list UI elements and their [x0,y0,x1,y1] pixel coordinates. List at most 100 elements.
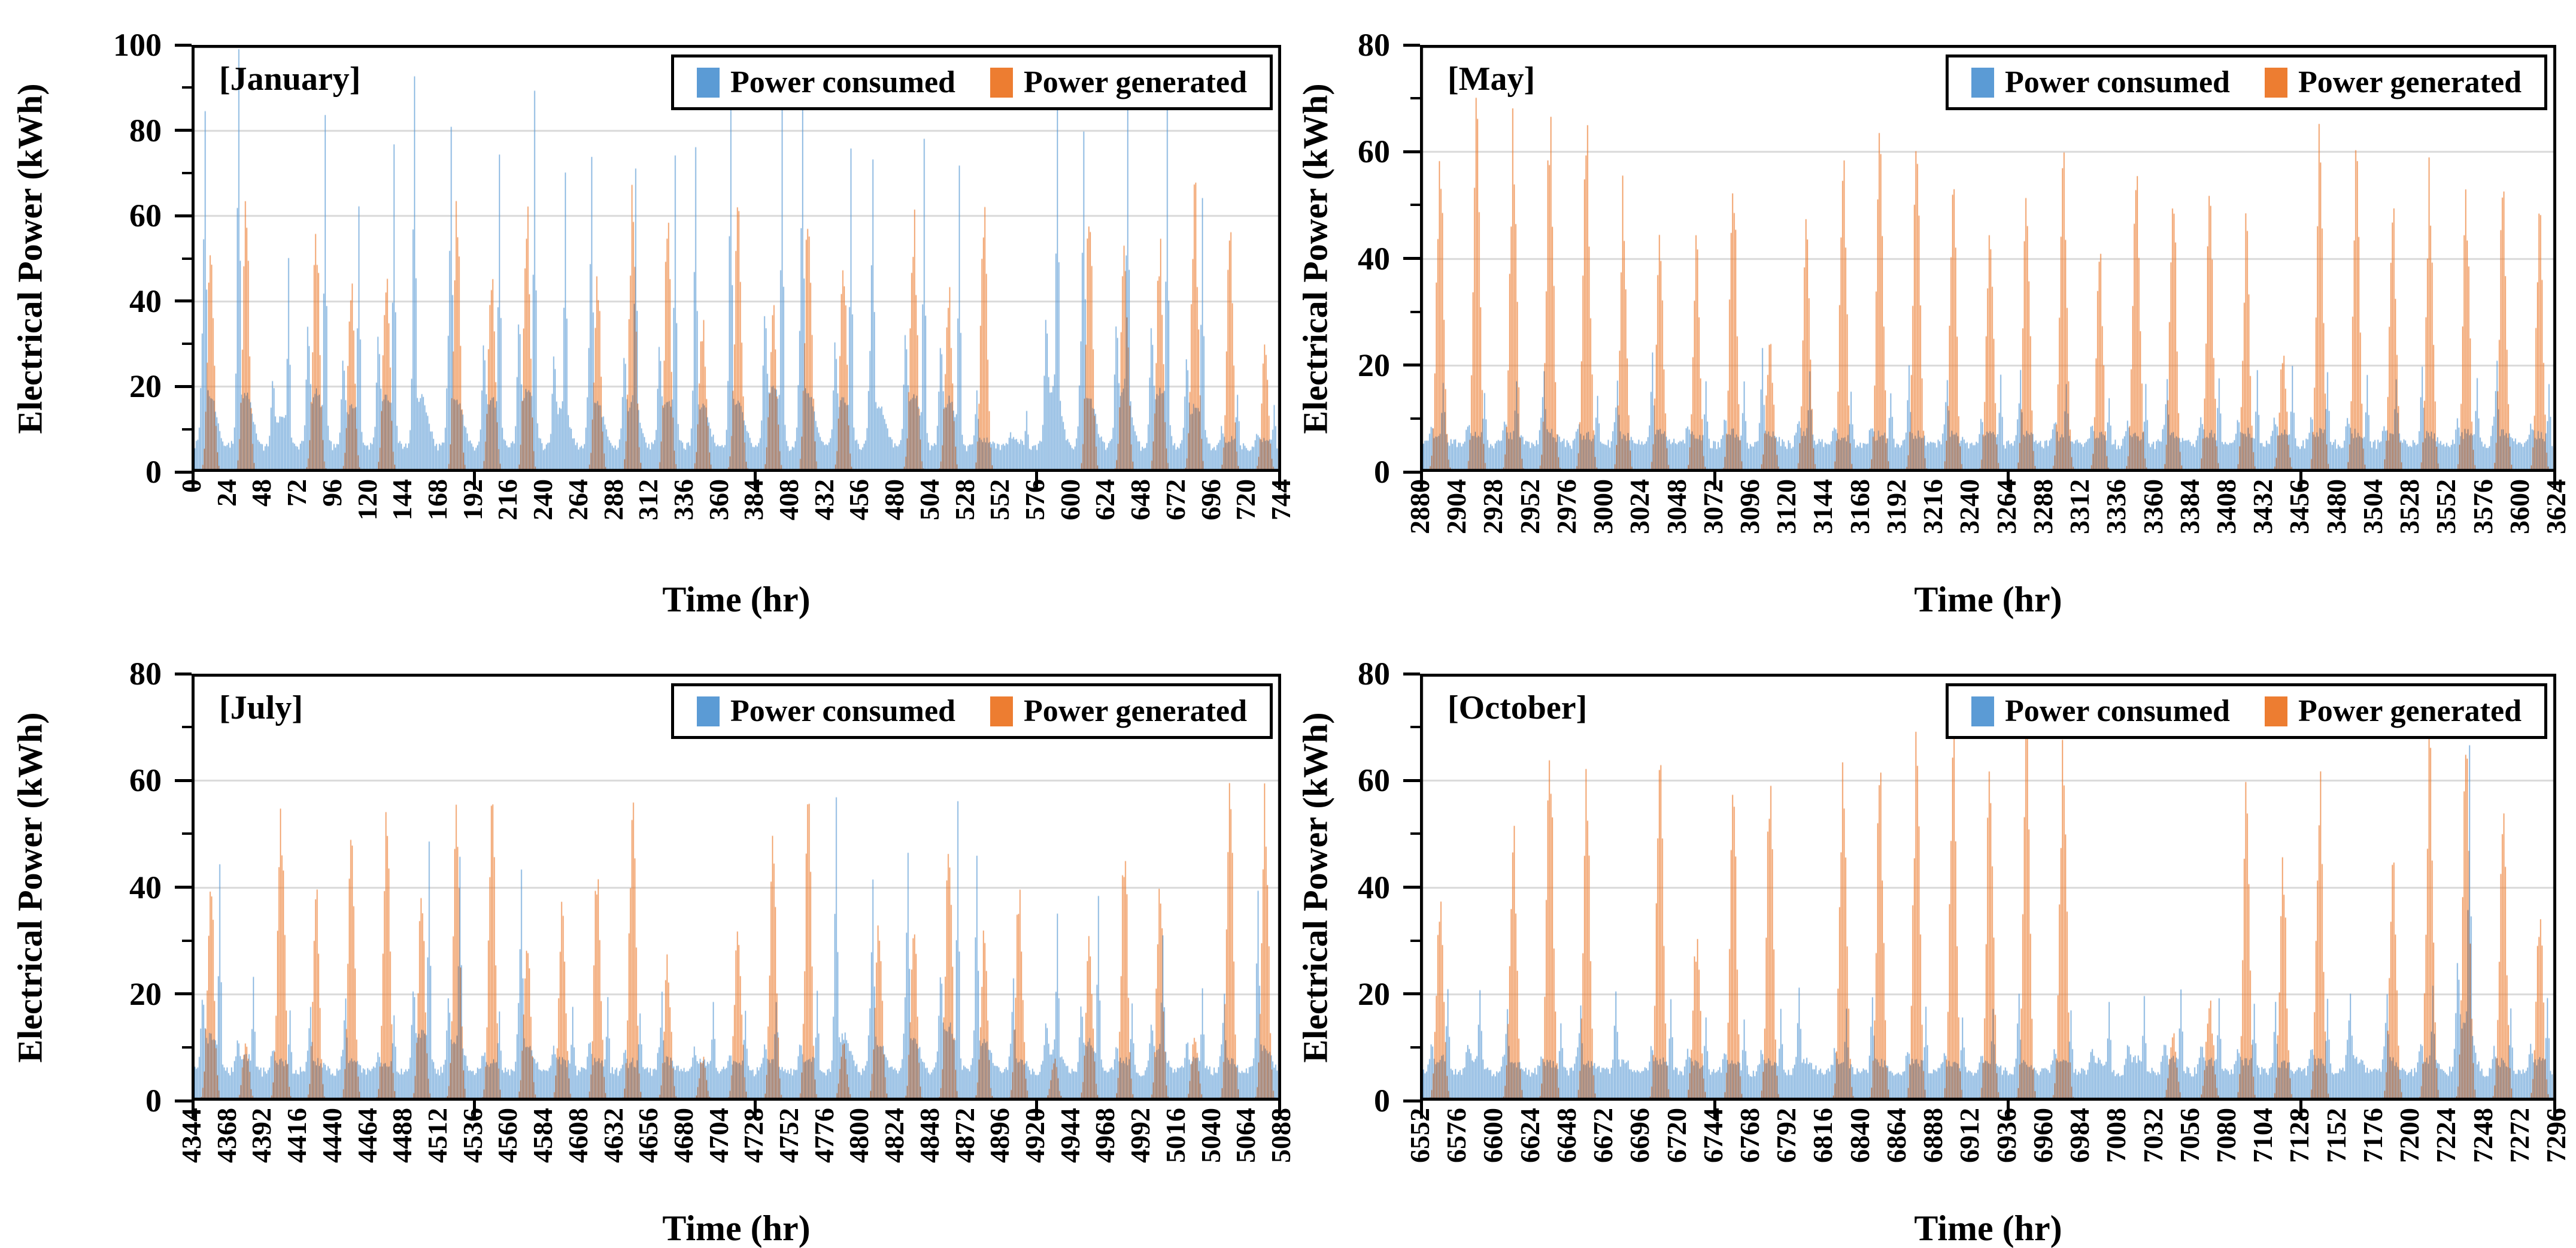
x-tick-label: 576 [1020,479,1051,520]
chart-panel-july: Electrical Power (kWh) 0 20 40 60 80 [July] Pow… [0,623,1296,1248]
x-tick-label: 3144 [1807,479,1838,534]
x-major-tick [2553,472,2556,490]
x-tick-label: 264 [562,479,593,520]
x-tick-label: 3000 [1588,479,1619,534]
y-tick-label: 60 [1358,762,1390,799]
x-tick-label: 3384 [2174,479,2205,534]
x-major-tick [2299,1101,2303,1119]
x-tick-label: 3096 [1734,479,1765,534]
x-tick-label: 360 [703,479,734,520]
y-major-tick [1403,364,1420,367]
y-major-tick [175,672,192,676]
y-minor-tick [1410,417,1420,420]
y-tick-label: 80 [1358,27,1390,63]
x-tick-label: 4968 [1090,1108,1121,1163]
x-tick-label: 6552 [1404,1108,1435,1163]
y-minor-tick [1410,204,1420,207]
x-major-tick [1278,472,1281,490]
x-tick-label: 504 [914,479,945,520]
x-tick-label: 432 [808,479,839,520]
plot-area [192,674,1281,1101]
x-tick-label: 4776 [808,1108,839,1163]
y-minor-tick [1410,832,1420,835]
x-tick-label: 7032 [2137,1108,2168,1163]
x-major-tick [472,1101,476,1119]
x-tick-label: 4512 [421,1108,453,1163]
x-tick-label: 3576 [2467,479,2498,534]
x-tick-label: 4440 [316,1108,347,1163]
legend: Power consumed Power generated [670,54,1273,110]
x-tick-label: 96 [316,479,347,507]
legend-swatch-consumed-icon [1971,67,1994,98]
x-tick-label: 696 [1195,479,1226,520]
x-tick-label: 3600 [2504,479,2535,534]
x-tick-label: 6600 [1477,1108,1509,1163]
x-major-tick [1713,1101,1716,1119]
plot-area [192,45,1281,472]
x-tick-label: 336 [667,479,699,520]
x-tick-label: 6744 [1697,1108,1728,1163]
y-tick-label: 80 [1358,656,1390,692]
chart-title: [October] [1448,689,1588,726]
x-tick-label: 6792 [1771,1108,1802,1163]
y-tick-label: 60 [129,762,162,799]
y-tick-label: 40 [1358,869,1390,905]
x-tick-label: 456 [844,479,875,520]
x-tick-label: 312 [633,479,664,520]
bars-canvas [192,45,1281,472]
y-tick-label: 0 [145,1083,162,1119]
x-tick-label: 3240 [1954,479,1985,534]
x-tick-label: 3192 [1880,479,1911,534]
legend-swatch-generated-icon [990,67,1013,98]
x-tick-label: 3408 [2210,479,2241,534]
y-tick-label: 20 [129,976,162,1012]
x-axis-title: Time (hr) [662,1208,811,1248]
x-tick-label: 4944 [1054,1108,1085,1163]
x-major-tick [754,472,757,490]
y-minor-tick [1410,1046,1420,1049]
y-tick-label: 100 [113,27,162,63]
legend-swatch-consumed-icon [696,67,720,98]
x-tick-label: 7176 [2357,1108,2388,1163]
x-tick-label: 3432 [2247,479,2278,534]
x-tick-label: 6720 [1661,1108,1692,1163]
legend-label-generated: Power generated [1023,65,1247,99]
legend: Power consumed Power generated [670,683,1273,739]
x-tick-label: 3048 [1661,479,1692,534]
y-major-tick [1403,150,1420,153]
x-tick-label: 480 [879,479,910,520]
y-tick-label: 20 [129,368,162,405]
chart-panel-may: Electrical Power (kWh) 0 20 40 60 80 [May] Powe… [1288,0,2575,623]
y-major-tick [1403,470,1420,474]
x-tick-label: 7008 [2101,1108,2132,1163]
x-tick-label: 2976 [1551,479,1582,534]
y-tick-label: 80 [129,656,162,692]
x-major-tick [472,472,476,490]
x-tick-label: 552 [984,479,1015,520]
chart-panel-october: Electrical Power (kWh) 0 20 40 60 80 [October]… [1288,623,2575,1248]
x-tick-label: 4848 [914,1108,945,1163]
x-tick-label: 3480 [2320,479,2352,534]
x-tick-label: 3072 [1697,479,1728,534]
legend-item-generated: Power generated [990,65,1247,100]
y-minor-tick [182,428,192,431]
y-major-tick [1403,257,1420,260]
y-tick-label: 60 [1358,134,1390,170]
plot-area [1420,45,2556,472]
x-tick-label: 600 [1054,479,1085,520]
x-tick-label: 6672 [1588,1108,1619,1163]
x-major-tick [1035,1101,1039,1119]
x-tick-label: 288 [597,479,629,520]
x-tick-label: 4584 [527,1108,559,1163]
y-major-tick [1403,1099,1420,1102]
y-minor-tick [1410,939,1420,942]
x-tick-label: 4704 [703,1108,734,1163]
legend-item-generated: Power generated [2264,693,2522,729]
y-tick-label: 40 [129,283,162,319]
x-tick-label: 4344 [176,1108,207,1163]
y-tick-label: 20 [1358,347,1390,383]
x-tick-label: 120 [351,479,383,520]
y-major-tick [175,384,192,388]
x-tick-label: 720 [1230,479,1261,520]
x-tick-label: 4464 [351,1108,383,1163]
